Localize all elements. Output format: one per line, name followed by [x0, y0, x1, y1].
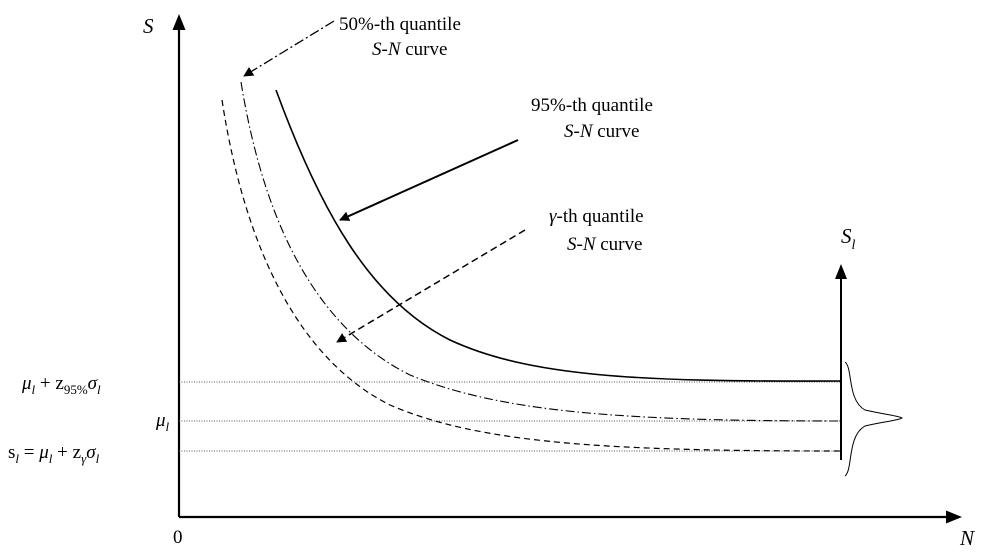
- svg-text:S-N curve: S-N curve: [564, 121, 639, 142]
- level-label-sl: sl = μl + zγσl: [8, 442, 100, 466]
- label-gamma-quantile: γ-th quantile S-N curve: [549, 206, 644, 255]
- arrow-50-quantile: [243, 20, 335, 77]
- x-axis-label: N: [959, 526, 975, 550]
- curve-95-quantile: [275, 89, 842, 382]
- label-50-quantile: 50%-th quantile S-N curve: [339, 14, 461, 60]
- svg-text:γ-th quantile: γ-th quantile: [549, 206, 644, 227]
- curve-50-quantile: [240, 81, 842, 422]
- origin-label: 0: [173, 527, 183, 548]
- svg-text:S-N curve: S-N curve: [567, 234, 642, 255]
- label-95-quantile: 95%-th quantile S-N curve: [531, 95, 653, 142]
- level-label-mu: μl: [155, 410, 170, 434]
- x-axis-arrowhead: [946, 510, 962, 524]
- curve-gamma-quantile: [221, 99, 842, 452]
- svg-text:95%-th quantile: 95%-th quantile: [531, 95, 653, 116]
- sl-axis-arrowhead: [835, 264, 847, 279]
- sl-axis-label: Sl: [841, 224, 856, 253]
- y-axis-arrowhead: [172, 14, 186, 30]
- arrow-95-quantile: [339, 139, 519, 221]
- svg-text:50%-th quantile: 50%-th quantile: [339, 14, 461, 35]
- svg-text:S-N curve: S-N curve: [372, 39, 447, 60]
- y-axis-label: S: [143, 14, 154, 38]
- arrow-gamma-quantile: [336, 229, 526, 343]
- fatigue-limit-distribution: [844, 361, 903, 477]
- level-label-mu95: μl + z95%σl: [21, 373, 101, 397]
